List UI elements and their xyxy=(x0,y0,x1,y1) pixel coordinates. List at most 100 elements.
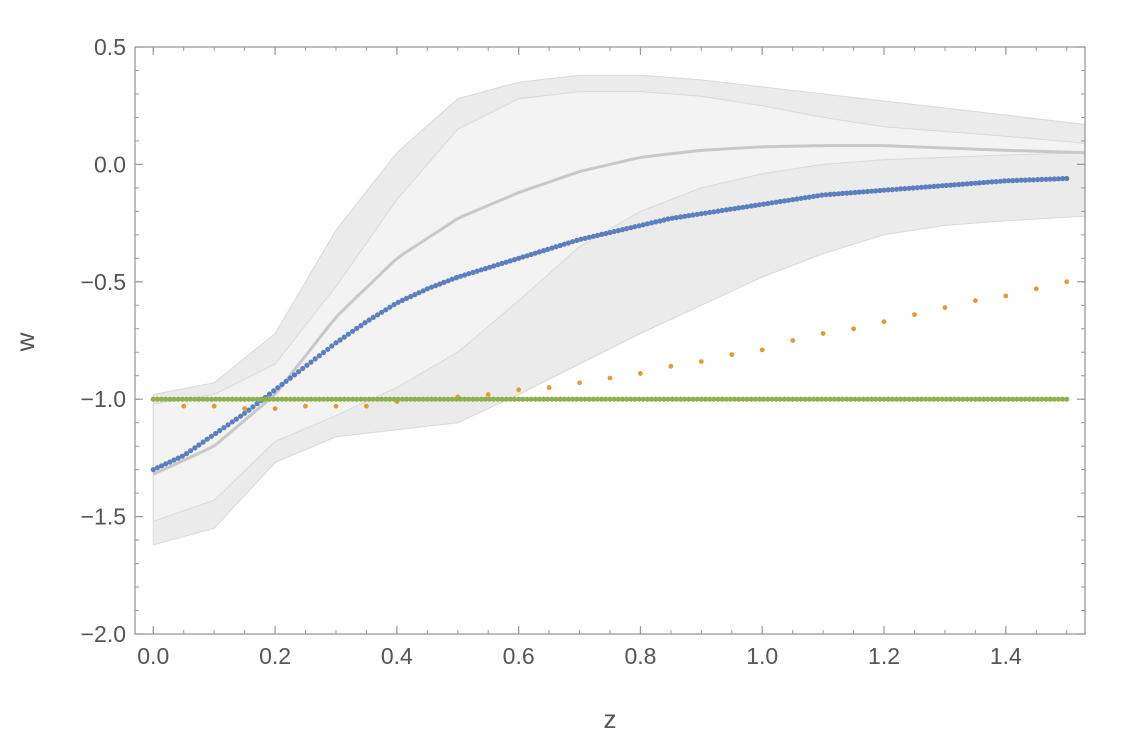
data-point xyxy=(819,396,825,402)
data-point xyxy=(574,396,580,402)
data-point xyxy=(316,396,322,402)
data-point xyxy=(159,396,165,402)
data-point xyxy=(885,187,891,193)
data-point xyxy=(171,457,177,463)
data-point xyxy=(549,245,555,251)
data-point xyxy=(590,396,597,402)
data-point xyxy=(798,396,804,402)
data-point xyxy=(462,396,468,402)
data-point xyxy=(732,206,738,212)
x-tick-label: 0.8 xyxy=(624,643,656,669)
data-point xyxy=(906,396,912,402)
data-point xyxy=(1047,176,1053,182)
data-point xyxy=(416,396,422,402)
data-point xyxy=(1006,396,1012,402)
data-point xyxy=(744,396,750,402)
data-point xyxy=(200,396,206,402)
data-point xyxy=(163,461,169,467)
data-point xyxy=(449,276,455,282)
data-point xyxy=(204,396,210,402)
data-point xyxy=(790,338,796,343)
x-tick-label: 0.0 xyxy=(137,643,169,669)
data-point xyxy=(594,396,601,402)
data-point xyxy=(985,396,991,402)
data-point xyxy=(179,396,185,402)
data-point xyxy=(478,267,484,273)
data-point xyxy=(233,416,239,422)
data-point xyxy=(628,225,634,231)
data-point xyxy=(790,197,796,203)
data-point xyxy=(175,396,181,402)
data-point xyxy=(453,396,459,402)
data-point xyxy=(320,396,327,402)
x-tick-label: 1.2 xyxy=(868,643,900,669)
y-tick-label: −0.5 xyxy=(81,269,126,295)
data-point xyxy=(773,199,779,205)
x-axis-label: z xyxy=(604,704,617,734)
data-point xyxy=(769,396,775,402)
data-point xyxy=(657,396,663,402)
data-point xyxy=(723,396,729,402)
data-point xyxy=(981,396,987,402)
data-point xyxy=(586,234,592,240)
data-point xyxy=(354,325,360,331)
data-point xyxy=(831,191,837,197)
data-point xyxy=(217,396,223,402)
data-point xyxy=(1006,178,1012,184)
data-point xyxy=(362,396,368,402)
data-point xyxy=(574,237,580,243)
data-point xyxy=(167,459,173,465)
data-point xyxy=(972,396,979,402)
data-point xyxy=(470,269,476,275)
data-point xyxy=(844,190,850,196)
data-point xyxy=(765,396,771,402)
data-point xyxy=(640,222,646,228)
data-point xyxy=(565,396,572,402)
data-point xyxy=(632,396,638,402)
data-point xyxy=(694,211,700,217)
data-point xyxy=(337,337,343,343)
data-point xyxy=(229,396,235,402)
data-point xyxy=(777,198,783,205)
data-point xyxy=(794,196,800,202)
data-point xyxy=(366,317,372,323)
data-point xyxy=(759,347,765,353)
data-point xyxy=(997,396,1003,402)
data-point xyxy=(482,266,488,272)
data-point xyxy=(1001,396,1008,402)
data-point xyxy=(723,207,729,213)
data-point xyxy=(877,396,883,402)
data-point xyxy=(752,396,758,402)
data-point xyxy=(237,413,244,419)
data-point xyxy=(528,251,534,258)
data-point xyxy=(582,235,588,241)
data-point xyxy=(682,396,688,402)
data-point xyxy=(266,396,273,402)
data-point xyxy=(869,396,875,402)
data-point xyxy=(661,396,667,402)
data-point xyxy=(968,180,974,187)
data-point xyxy=(246,396,252,402)
data-point xyxy=(607,229,613,236)
data-point xyxy=(188,448,194,454)
data-point xyxy=(939,396,945,402)
data-point xyxy=(325,396,331,402)
data-point xyxy=(536,396,543,402)
data-point xyxy=(624,226,630,232)
data-point xyxy=(611,396,617,402)
data-point xyxy=(910,185,916,191)
data-point xyxy=(806,396,812,402)
data-point xyxy=(453,275,459,281)
data-point xyxy=(213,430,219,437)
data-point xyxy=(906,185,912,191)
data-point xyxy=(964,181,970,187)
data-point xyxy=(968,396,974,402)
data-point xyxy=(719,396,725,402)
data-point xyxy=(275,385,281,391)
data-point xyxy=(283,396,289,402)
data-point xyxy=(914,185,920,191)
data-point xyxy=(545,246,551,252)
data-point xyxy=(931,396,937,402)
data-point xyxy=(852,396,858,402)
